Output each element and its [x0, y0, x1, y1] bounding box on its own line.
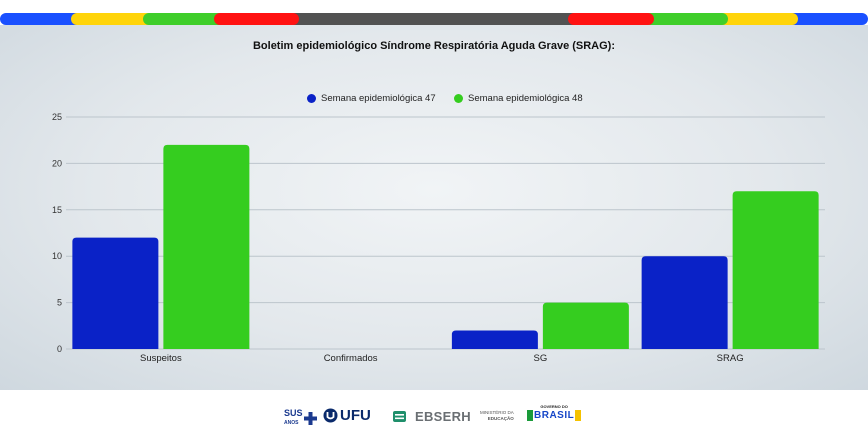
stripe-segment — [71, 13, 156, 25]
stripe-segment — [0, 13, 85, 25]
stripe-segment — [712, 13, 798, 25]
bar-sg-series-1 — [451, 330, 538, 349]
ministerio-educacao-logo: MINISTÉRIO DA EDUCAÇÃO — [480, 410, 514, 422]
y-tick-label: 25 — [52, 112, 62, 122]
bar-sg-series-2 — [542, 302, 629, 349]
ebserh-logo: EBSERH — [393, 409, 471, 424]
x-tick-label: Confirmados — [324, 353, 378, 364]
chart-legend: Semana epidemiológica 47 Semana epidemio… — [0, 93, 868, 107]
y-tick-label: 5 — [57, 298, 62, 308]
stripe-segment — [568, 13, 654, 25]
stripe-segment — [285, 13, 582, 25]
sus-cross-icon — [303, 411, 317, 425]
y-tick-label: 10 — [52, 251, 62, 261]
ministerio-logo-text: MINISTÉRIO DA EDUCAÇÃO — [480, 410, 514, 421]
legend-dot-week-48 — [454, 94, 463, 103]
bar-suspeitos-series-1 — [72, 237, 159, 349]
bar-srag-series-2 — [732, 191, 819, 349]
legend-dot-week-47 — [307, 94, 316, 103]
ufu-logo-text: UFU — [340, 407, 371, 424]
sus-logo: SUS ANOS — [284, 409, 317, 427]
y-tick-label: 0 — [57, 344, 62, 354]
bar-suspeitos-series-2 — [163, 144, 250, 349]
bar-srag-series-1 — [641, 256, 728, 349]
chart-title: Boletim epidemiológico Síndrome Respirat… — [252, 40, 616, 52]
legend-label-week-48: Semana epidemiológica 48 — [468, 93, 583, 104]
ebserh-emblem-icon — [393, 411, 406, 422]
legend-item-week-48: Semana epidemiológica 48 — [454, 93, 583, 104]
governo-logo-text: GOVERNO DO — [540, 404, 568, 409]
sus-logo-text: SUS ANOS — [284, 408, 303, 427]
top-color-stripe — [0, 13, 868, 25]
ufu-emblem-icon — [323, 408, 338, 423]
brasil-logo-text: BRASIL — [527, 410, 582, 421]
ebserh-logo-text: EBSERH — [415, 409, 471, 424]
legend-label-week-47: Semana epidemiológica 47 — [321, 93, 436, 104]
ufu-logo: UFU — [323, 407, 371, 424]
governo-brasil-logo: GOVERNO DO BRASIL — [527, 404, 582, 421]
y-tick-label: 20 — [52, 158, 62, 168]
x-tick-label: SRAG — [717, 353, 744, 364]
x-tick-label: Suspeitos — [140, 353, 182, 364]
bar-chart: 0 5 10 15 20 25 Suspeitos Confirmados SG SRAG — [52, 112, 825, 364]
x-tick-label: SG — [534, 353, 548, 364]
footer-logos: SUS ANOS UFU EBSERH MINISTÉRIO DA EDUCAÇ… — [0, 390, 868, 443]
stripe-segment — [143, 13, 228, 25]
y-tick-label: 15 — [52, 205, 62, 215]
stripe-segment — [782, 13, 868, 25]
stripe-segment — [214, 13, 299, 25]
stripe-segment — [642, 13, 728, 25]
legend-item-week-47: Semana epidemiológica 47 — [307, 93, 436, 104]
